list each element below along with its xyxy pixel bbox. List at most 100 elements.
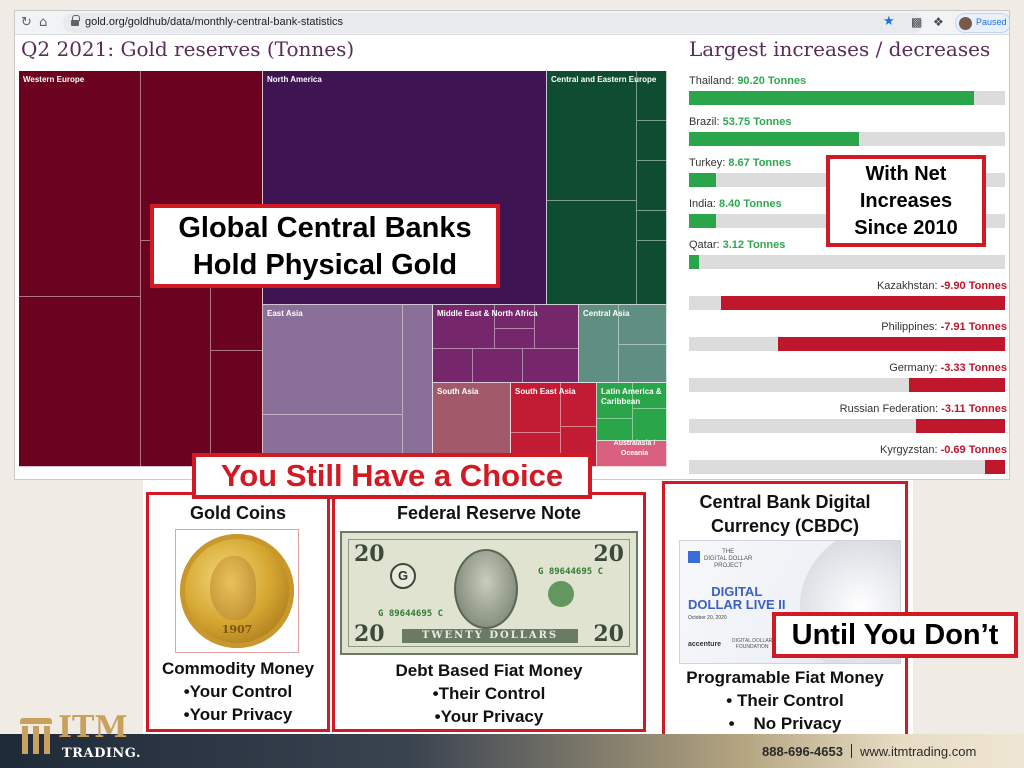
treemap-country-cell[interactable] bbox=[211, 241, 263, 351]
gold-coin-image: 1907 bbox=[175, 529, 299, 653]
treemap-country-cell[interactable] bbox=[433, 349, 473, 383]
decrease-row-1[interactable]: Kazakhstan: -9.90 Tonnes bbox=[689, 276, 1007, 317]
address-bar[interactable]: gold.org/goldhub/data/monthly-central-ba… bbox=[63, 13, 923, 33]
treemap-country-cell[interactable] bbox=[619, 345, 667, 383]
fed-line-2: •Their Control bbox=[432, 684, 546, 703]
paused-label: Paused bbox=[976, 17, 1007, 27]
treemap-country-cell[interactable] bbox=[633, 409, 667, 441]
increase-bar bbox=[689, 132, 859, 146]
twenty-dollar-bill-image: 20 20 20 20 G G 89644695 C G 89644695 C … bbox=[340, 531, 638, 655]
treemap-country-cell[interactable] bbox=[561, 383, 597, 427]
extension-icon[interactable]: ▩ bbox=[911, 15, 923, 29]
decrease-bar bbox=[985, 460, 1005, 474]
treemap-region-east-asia[interactable]: East Asia bbox=[263, 305, 433, 467]
treemap-country-cell[interactable] bbox=[473, 349, 523, 383]
treemap-region-latin-america-caribbean[interactable]: Latin America & Caribbean bbox=[597, 383, 667, 441]
bookmark-star-icon[interactable]: ★ bbox=[883, 14, 895, 29]
decrease-row-2[interactable]: Philippines: -7.91 Tonnes bbox=[689, 317, 1007, 358]
increase-bar bbox=[689, 173, 716, 187]
website-link[interactable]: www.itmtrading.com bbox=[859, 744, 977, 759]
treemap-title: Q2 2021: Gold reserves (Tonnes) bbox=[21, 37, 355, 61]
bar-label: Philippines: -7.91 Tonnes bbox=[881, 321, 1007, 333]
treemap-country-cell[interactable] bbox=[637, 121, 667, 161]
treasury-seal bbox=[548, 581, 574, 607]
fed-note-lines: Debt Based Fiat Money •Their Control •Yo… bbox=[335, 659, 643, 728]
treemap-region-australasia-oceania[interactable]: Australasia / Oceania bbox=[597, 440, 667, 467]
accenture-logo: accenture bbox=[688, 641, 722, 648]
bill-value-br: 20 bbox=[593, 621, 624, 647]
callout-net-increases: With Net Increases Since 2010 bbox=[826, 155, 986, 247]
treemap-country-cell[interactable] bbox=[619, 305, 667, 345]
decrease-bar bbox=[909, 378, 1005, 392]
treemap-country-cell[interactable] bbox=[263, 305, 403, 415]
tonnes-value: -9.90 Tonnes bbox=[940, 280, 1007, 292]
decrease-row-4[interactable]: Russian Federation: -3.11 Tonnes bbox=[689, 399, 1007, 440]
bar-track bbox=[689, 296, 1005, 310]
treemap-country-cell[interactable] bbox=[547, 71, 637, 201]
treemap-country-cell[interactable] bbox=[597, 419, 633, 441]
country-name: India: bbox=[689, 198, 719, 210]
gold-coins-panel: Gold Coins 1907 Commodity Money •Your Co… bbox=[146, 492, 330, 732]
treemap-region-middle-east-north-africa[interactable]: Middle East & North Africa bbox=[433, 305, 579, 383]
bill-band-text: TWENTY DOLLARS bbox=[402, 629, 578, 643]
bar-label: India: 8.40 Tonnes bbox=[689, 198, 782, 210]
treemap-country-cell[interactable] bbox=[19, 71, 141, 297]
treemap-country-cell[interactable] bbox=[141, 241, 211, 467]
decrease-row-3[interactable]: Germany: -3.33 Tonnes bbox=[689, 358, 1007, 399]
treemap-region-label: Australasia / Oceania bbox=[613, 440, 656, 457]
coin-year: 1907 bbox=[221, 623, 253, 636]
cbdc-line-1: Programable Fiat Money bbox=[686, 668, 884, 687]
treemap-country-cell[interactable] bbox=[511, 383, 561, 433]
increase-bar bbox=[689, 91, 974, 105]
tonnes-value: -3.33 Tonnes bbox=[940, 362, 1007, 374]
treemap-region-central-asia[interactable]: Central Asia bbox=[579, 305, 667, 383]
decrease-bar bbox=[916, 419, 1005, 433]
itm-logo-text: ITM bbox=[58, 710, 128, 745]
tonnes-value: -0.69 Tonnes bbox=[940, 444, 1007, 456]
tonnes-value: 53.75 Tonnes bbox=[722, 116, 792, 128]
country-name: Qatar: bbox=[689, 239, 723, 251]
bar-track bbox=[689, 91, 1005, 105]
treemap-country-cell[interactable] bbox=[523, 349, 579, 383]
country-name: Thailand: bbox=[689, 75, 738, 87]
treemap-country-cell[interactable] bbox=[433, 305, 495, 349]
reload-icon[interactable]: ↻ bbox=[21, 15, 32, 30]
treemap-country-cell[interactable] bbox=[403, 305, 433, 467]
jackson-portrait bbox=[454, 549, 518, 629]
home-icon[interactable]: ⌂ bbox=[39, 15, 48, 30]
increase-row-5[interactable]: Qatar: 3.12 Tonnes bbox=[689, 235, 1007, 276]
treemap-country-cell[interactable] bbox=[495, 305, 535, 329]
bar-label: Kazakhstan: -9.90 Tonnes bbox=[877, 280, 1007, 292]
increase-row-2[interactable]: Brazil: 53.75 Tonnes bbox=[689, 112, 1007, 153]
increase-row-1[interactable]: Thailand: 90.20 Tonnes bbox=[689, 71, 1007, 112]
callout-until: Until You Don’t bbox=[772, 612, 1018, 658]
treemap-country-cell[interactable] bbox=[495, 329, 535, 349]
avatar bbox=[959, 17, 972, 30]
treemap-country-cell[interactable] bbox=[637, 241, 667, 305]
bar-track bbox=[689, 132, 1005, 146]
cbdc-line-3: • No Privacy bbox=[728, 714, 842, 733]
treemap-country-cell[interactable] bbox=[263, 71, 547, 305]
treemap-country-cell[interactable] bbox=[637, 71, 667, 121]
puzzle-icon[interactable]: ❖ bbox=[933, 15, 944, 29]
treemap-country-cell[interactable] bbox=[597, 383, 633, 419]
treemap-country-cell[interactable] bbox=[637, 211, 667, 241]
profile-paused-button[interactable]: Paused bbox=[955, 13, 1009, 33]
gold-hub-screenshot: ↻ ⌂ gold.org/goldhub/data/monthly-centra… bbox=[14, 10, 1010, 480]
treemap-country-cell[interactable] bbox=[579, 305, 619, 383]
url-text: gold.org/goldhub/data/monthly-central-ba… bbox=[85, 16, 344, 28]
treemap-region-central-and-eastern-europe[interactable]: Central and Eastern Europe bbox=[547, 71, 667, 305]
treemap-country-cell[interactable] bbox=[637, 161, 667, 211]
contact-info: 888-696-4653 www.itmtrading.com bbox=[762, 744, 976, 759]
bar-track bbox=[689, 255, 1005, 269]
treemap-country-cell[interactable] bbox=[211, 351, 263, 467]
treemap-country-cell[interactable] bbox=[535, 305, 579, 349]
decrease-row-5[interactable]: Kyrgyzstan: -0.69 Tonnes bbox=[689, 440, 1007, 479]
treemap-country-cell[interactable] bbox=[19, 297, 141, 467]
treemap-country-cell[interactable] bbox=[633, 383, 667, 409]
treemap-country-cell[interactable] bbox=[597, 441, 667, 467]
treemap-country-cell[interactable] bbox=[547, 201, 637, 305]
tonnes-value: 90.20 Tonnes bbox=[737, 75, 807, 87]
itm-trading-logo: ITM TRADING. bbox=[18, 710, 148, 768]
treemap-region-label: Western Europe bbox=[23, 75, 85, 84]
